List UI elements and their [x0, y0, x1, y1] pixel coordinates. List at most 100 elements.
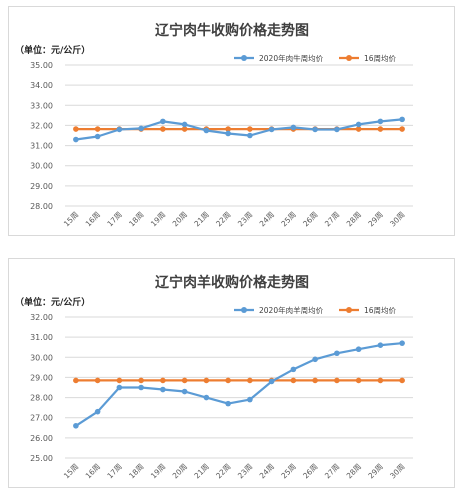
beef-series-0-point-5 — [181, 121, 188, 128]
mutton-series-0-point-2 — [116, 384, 123, 391]
beef-xtick-label-11: 26周 — [301, 210, 319, 228]
mutton-ytick-label-6: 26.00 — [30, 434, 53, 443]
mutton-xtick-label-2: 17周 — [105, 462, 123, 480]
beef-unit-label: （单位：元/公斤） — [15, 44, 90, 56]
mutton-series-1-point-15 — [399, 377, 405, 384]
beef-series-1-point-7 — [225, 126, 231, 132]
beef-series-0-point-12 — [334, 126, 340, 133]
beef-xtick-label-1: 16周 — [84, 210, 102, 228]
mutton-series-1-point-11 — [312, 377, 318, 384]
beef-series-0-point-7 — [225, 130, 231, 137]
beef-xtick-label-9: 24周 — [258, 210, 276, 228]
beef-xtick-label-13: 28周 — [345, 210, 363, 228]
beef-ytick-label-4: 31.00 — [30, 142, 53, 151]
mutton-xtick-label-1: 16周 — [84, 462, 102, 480]
beef-series-0-point-13 — [355, 121, 362, 128]
beef-xtick-label-0: 15周 — [62, 210, 80, 228]
beef-series-1-point-13 — [355, 126, 362, 132]
mutton-series-0-point-6 — [203, 394, 210, 401]
mutton-series-1-point-12 — [334, 377, 340, 384]
mutton-series-0-point-11 — [312, 356, 318, 363]
mutton-legend-marker-0 — [241, 307, 247, 313]
mutton-ytick-label-7: 25.00 — [30, 454, 53, 463]
beef-price-chart: 辽宁肉牛收购价格走势图 （单位：元/公斤） 2020年肉牛周均价 16周均价 35.00… — [15, 22, 413, 228]
beef-xtick-label-3: 18周 — [127, 210, 145, 228]
mutton-xtick-label-14: 29周 — [366, 462, 384, 480]
mutton-series-1-point-0 — [73, 377, 79, 384]
beef-series-1-point-8 — [247, 126, 253, 132]
mutton-series-0-point-15 — [399, 340, 405, 346]
beef-xtick-label-14: 29周 — [366, 210, 384, 228]
mutton-series-1-point-7 — [225, 377, 231, 384]
mutton-series-1-point-4 — [160, 377, 166, 384]
beef-series-0-point-0 — [73, 136, 79, 143]
beef-series-1-point-4 — [160, 126, 166, 132]
mutton-xtick-label-3: 18周 — [127, 462, 145, 480]
mutton-xtick-label-4: 19周 — [149, 462, 167, 480]
mutton-series-0-point-4 — [160, 386, 166, 393]
mutton-xtick-label-11: 26周 — [301, 462, 319, 480]
mutton-xtick-label-8: 23周 — [236, 462, 254, 480]
beef-series-0-point-8 — [247, 132, 253, 139]
mutton-unit-label: （单位：元/公斤） — [15, 296, 90, 308]
beef-series-0-point-14 — [377, 118, 384, 125]
mutton-xtick-label-6: 21周 — [192, 462, 210, 480]
beef-xtick-label-5: 20周 — [171, 210, 189, 228]
beef-price-chart-panel: 辽宁肉牛收购价格走势图 （单位：元/公斤） 2020年肉牛周均价 16周均价 35.00… — [8, 6, 455, 236]
mutton-series-0-point-13 — [355, 346, 362, 353]
mutton-series-0-point-7 — [225, 400, 231, 407]
beef-xtick-label-6: 21周 — [192, 210, 210, 228]
beef-ytick-label-0: 35.00 — [30, 61, 53, 70]
beef-ytick-label-5: 30.00 — [30, 162, 53, 171]
beef-series-0-point-6 — [203, 127, 210, 134]
mutton-xtick-label-0: 15周 — [62, 462, 80, 480]
beef-legend-label-0: 2020年肉牛周均价 — [259, 53, 324, 63]
mutton-chart-title: 辽宁肉羊收购价格走势图 — [155, 274, 309, 291]
beef-legend-label-1: 16周均价 — [364, 53, 397, 63]
mutton-xtick-label-7: 22周 — [214, 462, 232, 480]
beef-ytick-label-3: 32.00 — [30, 121, 53, 130]
mutton-series-0-point-5 — [181, 388, 188, 395]
beef-series-0-point-4 — [160, 118, 166, 125]
mutton-series-line-0 — [75, 342, 403, 427]
mutton-series-1-point-6 — [203, 377, 210, 384]
mutton-series-0-point-12 — [334, 350, 340, 357]
mutton-series-0-point-14 — [377, 342, 384, 348]
mutton-xtick-label-15: 30周 — [388, 462, 406, 480]
mutton-ytick-label-4: 28.00 — [30, 394, 53, 403]
beef-series-0-point-3 — [138, 125, 144, 132]
mutton-series-1-point-1 — [94, 377, 101, 384]
mutton-ytick-label-3: 29.00 — [30, 373, 53, 382]
mutton-series-1-point-13 — [355, 377, 362, 384]
beef-xtick-label-4: 19周 — [149, 210, 167, 228]
mutton-series-0-point-1 — [94, 408, 101, 415]
beef-ytick-label-2: 33.00 — [30, 101, 53, 110]
mutton-xtick-label-10: 25周 — [279, 462, 297, 480]
beef-series-0-point-15 — [399, 116, 405, 123]
beef-series-0-point-11 — [312, 126, 318, 133]
mutton-series-1-point-8 — [247, 377, 253, 384]
mutton-series-1-point-5 — [181, 377, 188, 384]
mutton-series-1-point-14 — [377, 377, 384, 384]
mutton-xtick-label-12: 27周 — [323, 462, 341, 480]
beef-chart-title: 辽宁肉牛收购价格走势图 — [155, 22, 309, 39]
beef-series-1-point-14 — [377, 126, 384, 132]
mutton-series-0-point-3 — [138, 384, 144, 391]
mutton-series-1-point-3 — [138, 377, 144, 384]
beef-series-1-point-0 — [73, 126, 79, 132]
beef-series-line-0 — [75, 118, 403, 141]
mutton-ytick-label-5: 27.00 — [30, 414, 53, 423]
beef-series-0-point-10 — [290, 124, 297, 131]
beef-xtick-label-15: 30周 — [388, 210, 406, 228]
mutton-xtick-label-9: 24周 — [258, 462, 276, 480]
beef-legend-marker-0 — [241, 55, 247, 61]
mutton-price-chart: 辽宁肉羊收购价格走势图 （单位：元/公斤） 2020年肉羊周均价 16周均价 32.00… — [15, 274, 413, 480]
beef-xtick-label-7: 22周 — [214, 210, 232, 228]
beef-series-1-point-5 — [181, 126, 188, 132]
mutton-legend-label-0: 2020年肉羊周均价 — [259, 305, 324, 315]
mutton-price-chart-panel: 辽宁肉羊收购价格走势图 （单位：元/公斤） 2020年肉羊周均价 16周均价 32.00… — [8, 258, 455, 488]
mutton-series-1-point-2 — [116, 377, 123, 384]
beef-series-1-point-1 — [94, 126, 101, 132]
beef-series-0-point-2 — [116, 126, 123, 133]
mutton-ytick-label-0: 32.00 — [30, 313, 53, 322]
